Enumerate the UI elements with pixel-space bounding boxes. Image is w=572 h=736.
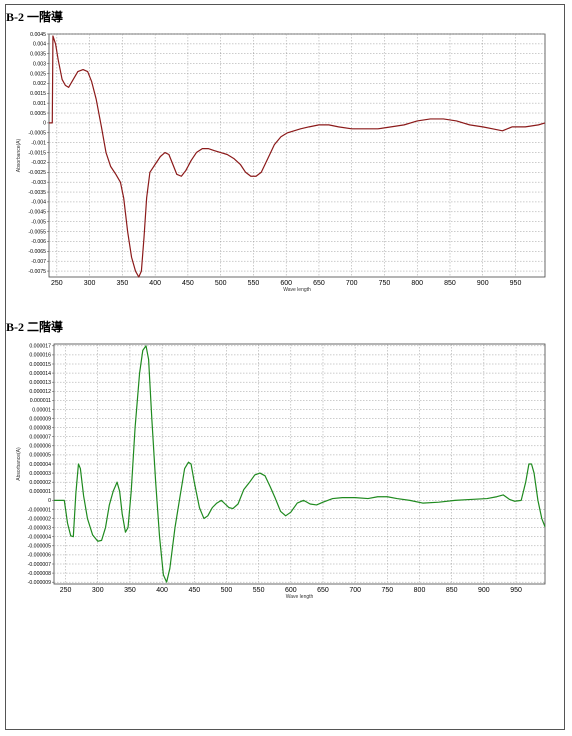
plot-area [48, 33, 546, 278]
y-tick-label: 0.004 [33, 42, 46, 48]
x-tick-label: 850 [446, 587, 458, 594]
x-tick-label: 450 [188, 587, 200, 594]
y-tick-label: 0.000011 [30, 398, 51, 404]
y-tick-label: -0.005 [31, 219, 46, 225]
y-tick-label: 0.0025 [30, 71, 46, 77]
x-tick-label: 450 [182, 280, 194, 287]
y-tick-label: -0.007 [31, 259, 46, 265]
y-tick-label: -0.000004 [28, 535, 51, 541]
x-axis-label: Wave length [283, 287, 311, 293]
y-tick-label: -0.0055 [28, 229, 46, 235]
y-tick-label: -0.0035 [28, 190, 46, 196]
second-derivative-chart: 250 300 350 400 450 500 550 600 650 700 750 800 850 9… [16, 343, 546, 600]
y-tick-label: 0.000009 [29, 416, 51, 422]
y-tick-label: 0.00001 [32, 407, 51, 413]
chart-1-heading: B-2 一階導 [6, 10, 64, 24]
x-tick-label: 650 [313, 280, 325, 287]
y-tick-label: -0.0065 [28, 249, 46, 255]
y-tick-label: -0.000002 [28, 516, 51, 522]
y-tick-label: 0.000006 [29, 444, 51, 450]
x-tick-label: 250 [51, 280, 63, 287]
y-tick-label: 0 [48, 498, 51, 504]
y-tick-label: -0.000007 [28, 562, 51, 568]
y-tick-label: 0.000002 [29, 480, 51, 486]
y-tick-label: -0.003 [31, 180, 46, 186]
x-tick-label: 300 [84, 280, 96, 287]
y-tick-label: 0.000014 [29, 371, 51, 377]
y-tick-label: 0.0015 [30, 91, 46, 97]
x-tick-label: 950 [510, 587, 522, 594]
x-axis-label: Wave length [286, 594, 314, 600]
y-tick-label: 0 [43, 121, 46, 127]
y-tick-label: 0.000008 [29, 425, 51, 431]
x-tick-label: 250 [60, 587, 72, 594]
x-tick-label: 900 [477, 280, 489, 287]
x-tick-label: 650 [317, 587, 329, 594]
y-tick-label: -0.0045 [28, 210, 46, 216]
series-line-0 [49, 35, 546, 278]
y-tick-label: -0.004 [31, 200, 46, 206]
y-tick-label: -0.0025 [28, 170, 46, 176]
y-axis-label: Absorbance(A) [16, 138, 22, 172]
y-tick-label: 0.000012 [29, 389, 51, 395]
x-tick-label: 950 [510, 280, 522, 287]
y-tick-label: 0.000016 [29, 353, 51, 359]
y-tick-label: -0.000008 [28, 571, 51, 577]
y-tick-label: 0.000013 [29, 380, 51, 386]
x-tick-label: 350 [124, 587, 136, 594]
y-axis-label: Absorbance(A) [16, 447, 22, 481]
y-tick-label: -0.000001 [28, 507, 51, 513]
y-tick-label: 0.000003 [29, 471, 51, 477]
y-tick-label: -0.0005 [28, 131, 46, 137]
y-tick-label: 0.002 [33, 81, 46, 87]
y-tick-label: 0.0045 [30, 32, 46, 38]
page-frame [5, 4, 565, 730]
y-tick-label: 0.001 [33, 101, 46, 107]
x-tick-label: 500 [221, 587, 233, 594]
x-tick-label: 700 [346, 280, 358, 287]
y-tick-label: 0.003 [33, 61, 46, 67]
x-tick-label: 400 [149, 280, 161, 287]
y-tick-label: -0.000009 [28, 580, 51, 586]
series-line-0 [54, 345, 546, 583]
y-tick-label: 0.000017 [29, 344, 51, 350]
y-tick-label: -0.002 [31, 160, 46, 166]
x-tick-label: 800 [411, 280, 423, 287]
x-tick-label: 550 [248, 280, 260, 287]
y-tick-label: 0.000015 [29, 362, 51, 368]
y-tick-label: -0.0075 [28, 269, 46, 275]
x-tick-label: 700 [349, 587, 361, 594]
x-tick-label: 300 [92, 587, 104, 594]
x-tick-label: 900 [478, 587, 490, 594]
x-tick-label: 600 [285, 587, 297, 594]
x-tick-label: 750 [381, 587, 393, 594]
y-tick-label: -0.0015 [28, 150, 46, 156]
x-tick-label: 800 [414, 587, 426, 594]
y-tick-label: 0.000004 [29, 462, 51, 468]
y-tick-label: 0.0005 [30, 111, 46, 117]
x-tick-label: 500 [215, 280, 227, 287]
x-tick-label: 750 [379, 280, 391, 287]
y-tick-label: 0.0035 [30, 52, 46, 58]
x-tick-label: 550 [253, 587, 265, 594]
first-derivative-chart: 250 300 350 400 450 500 550 600 650 700 750 800 850 9… [16, 32, 546, 293]
y-tick-label: -0.006 [31, 239, 46, 245]
y-tick-label: -0.000005 [28, 544, 51, 550]
y-tick-label: -0.001 [31, 140, 46, 146]
x-tick-label: 600 [280, 280, 292, 287]
y-tick-label: -0.000006 [28, 553, 51, 559]
y-tick-label: 0.000001 [29, 489, 51, 495]
chart-2-heading: B-2 二階導 [6, 320, 64, 334]
x-tick-label: 400 [156, 587, 168, 594]
y-tick-label: 0.000007 [29, 435, 51, 441]
x-tick-label: 850 [444, 280, 456, 287]
y-tick-label: 0.000005 [29, 453, 51, 459]
y-tick-label: -0.000003 [28, 525, 51, 531]
x-tick-label: 350 [117, 280, 129, 287]
